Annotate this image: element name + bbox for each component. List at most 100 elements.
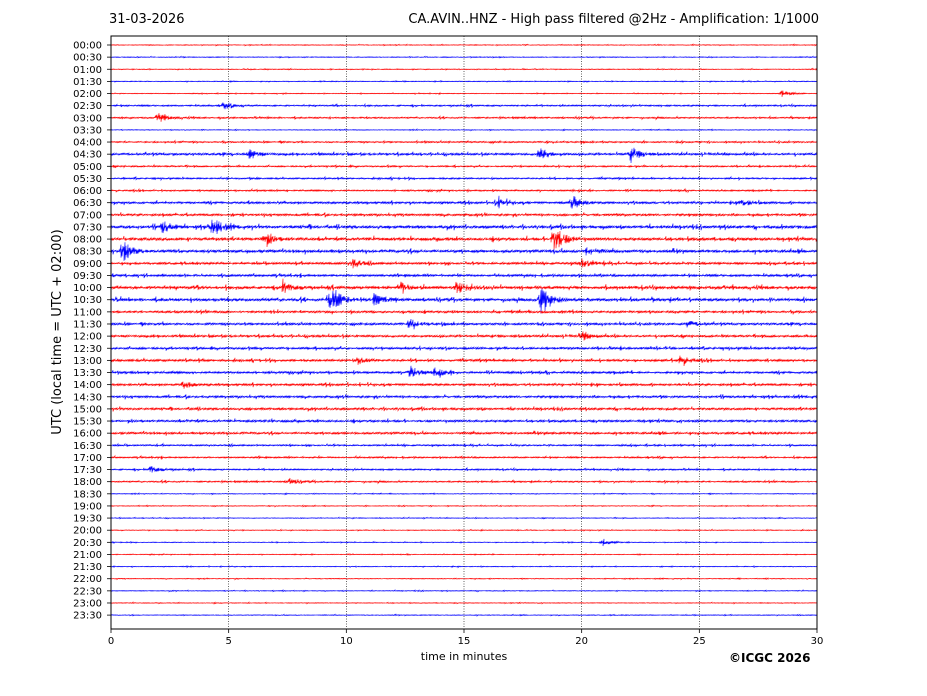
x-tick-label: 0 — [108, 636, 114, 647]
trace-0930 — [110, 272, 818, 279]
trace-2330 — [110, 613, 818, 617]
trace-1330 — [110, 365, 818, 378]
trace-2230 — [110, 589, 818, 593]
y-tick-label: 12:30 — [73, 344, 102, 355]
y-tick-label: 11:30 — [73, 319, 102, 330]
trace-1430 — [110, 393, 818, 400]
y-tick-label: 01:30 — [73, 77, 102, 88]
chart-title: CA.AVIN..HNZ - High pass filtered @2Hz -… — [408, 12, 819, 27]
y-tick-label: 03:30 — [73, 125, 102, 136]
trace-1500 — [110, 406, 818, 412]
y-tick-label: 07:00 — [73, 210, 102, 221]
trace-2300 — [110, 601, 818, 605]
y-tick-label: 21:00 — [73, 550, 102, 561]
y-tick-label: 02:00 — [73, 89, 102, 100]
y-tick-label: 18:00 — [73, 477, 102, 488]
trace-0000 — [110, 43, 818, 47]
y-tick-label: 23:00 — [73, 598, 102, 609]
trace-0700 — [110, 212, 818, 218]
vertical-gridlines — [228, 36, 700, 629]
trace-1000 — [110, 278, 818, 294]
x-tick-label: 5 — [225, 636, 231, 647]
y-tick-label: 09:30 — [73, 271, 102, 282]
seismic-traces — [110, 43, 818, 617]
trace-0030 — [110, 55, 818, 59]
y-tick-label: 17:30 — [73, 465, 102, 476]
trace-0830 — [110, 242, 818, 261]
y-tick-label: 16:30 — [73, 441, 102, 452]
trace-0230 — [110, 102, 818, 110]
trace-0530 — [110, 175, 818, 182]
trace-1300 — [110, 355, 818, 367]
trace-0400 — [110, 139, 818, 145]
y-tick-label: 06:30 — [73, 198, 102, 209]
y-tick-label: 05:00 — [73, 162, 102, 173]
y-tick-label: 08:30 — [73, 247, 102, 258]
trace-0330 — [110, 128, 818, 132]
y-tick-label: 00:00 — [73, 41, 102, 52]
y-tick-label: 04:30 — [73, 150, 102, 161]
y-tick-label: 08:00 — [73, 235, 102, 246]
trace-1930 — [110, 516, 818, 520]
y-tick-label: 05:30 — [73, 174, 102, 185]
y-tick-label: 13:00 — [73, 356, 102, 367]
trace-0300 — [110, 113, 818, 122]
y-tick-label: 23:30 — [73, 611, 102, 622]
trace-1730 — [110, 466, 818, 473]
y-tick-label: 10:00 — [73, 283, 102, 294]
y-tick-label: 02:30 — [73, 101, 102, 112]
copyright-label: ©ICGC 2026 — [729, 651, 811, 665]
y-tick-label: 17:00 — [73, 453, 102, 464]
y-tick-label: 22:30 — [73, 586, 102, 597]
trace-0500 — [110, 163, 817, 170]
plot-frame — [110, 35, 818, 630]
x-axis-label: time in minutes — [421, 650, 508, 663]
y-tick-label: 22:00 — [73, 574, 102, 585]
y-tick-label: 15:30 — [73, 417, 102, 428]
x-tick-label: 30 — [811, 636, 824, 647]
x-tick-label: 10 — [340, 636, 353, 647]
y-tick-label: 03:00 — [73, 113, 102, 124]
y-tick-label: 00:30 — [73, 53, 102, 64]
trace-2000 — [110, 528, 818, 532]
y-tick-label: 11:00 — [73, 307, 102, 318]
x-axis-ticks: 0 5 10 15 20 25 30 — [108, 629, 824, 647]
y-tick-label: 06:00 — [73, 186, 102, 197]
trace-2200 — [110, 577, 818, 581]
trace-1700 — [110, 454, 818, 461]
x-tick-label: 25 — [693, 636, 706, 647]
trace-0600 — [110, 187, 818, 194]
trace-1200 — [110, 331, 818, 341]
y-tick-label: 04:00 — [73, 138, 102, 149]
y-tick-label: 18:30 — [73, 489, 102, 500]
y-tick-label: 16:00 — [73, 429, 102, 440]
y-tick-label: 13:30 — [73, 368, 102, 379]
y-tick-label: 21:30 — [73, 562, 102, 573]
y-tick-label: 10:30 — [73, 295, 102, 306]
y-tick-label: 01:00 — [73, 65, 102, 76]
trace-0630 — [110, 195, 818, 209]
x-tick-label: 15 — [458, 636, 471, 647]
y-axis-ticks: 00:0000:3001:0001:3002:0002:3003:0003:30… — [73, 41, 111, 622]
y-tick-label: 14:00 — [73, 380, 102, 391]
y-tick-label: 14:30 — [73, 392, 102, 403]
y-tick-label: 20:00 — [73, 526, 102, 537]
date-label: 31-03-2026 — [109, 12, 185, 27]
y-tick-label: 12:00 — [73, 332, 102, 343]
y-tick-label: 09:00 — [73, 259, 102, 270]
y-axis-label: UTC (local time = UTC + 02:00) — [50, 229, 65, 434]
y-tick-label: 20:30 — [73, 538, 102, 549]
y-tick-label: 19:30 — [73, 514, 102, 525]
trace-0430 — [110, 147, 818, 163]
trace-0100 — [110, 67, 818, 71]
trace-2030 — [110, 538, 818, 547]
y-tick-label: 15:00 — [73, 404, 102, 415]
trace-1630 — [110, 442, 818, 449]
x-tick-label: 20 — [575, 636, 588, 647]
y-tick-label: 19:00 — [73, 501, 102, 512]
trace-1800 — [110, 477, 818, 485]
trace-1900 — [110, 504, 818, 508]
trace-1400 — [110, 381, 818, 389]
y-tick-label: 07:30 — [73, 222, 102, 233]
